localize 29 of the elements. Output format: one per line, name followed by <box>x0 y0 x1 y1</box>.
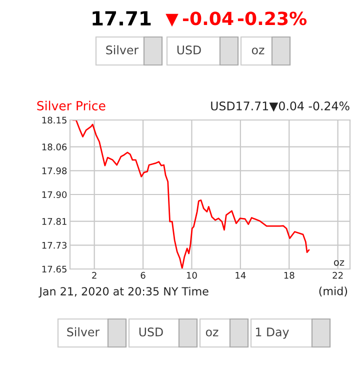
text: Silver <box>67 327 100 336</box>
text: Silver <box>106 45 139 54</box>
chart-title: Silver Price <box>37 100 106 110</box>
annotation: oz <box>334 260 344 266</box>
text: USD <box>177 45 201 54</box>
text: -0.04 <box>182 12 234 26</box>
text: -0.23% <box>238 12 307 26</box>
x-tick-label: 6 <box>140 272 146 279</box>
x-axis-title: Jan 21, 2020 at 20:35 NY Time <box>38 286 208 298</box>
y-tick-label: 17.65 <box>42 266 66 273</box>
x-tick-label: 18 <box>284 272 294 279</box>
y-tick-label: 18.15 <box>42 116 66 124</box>
text: (mid) <box>319 286 348 297</box>
text: 17.71 <box>92 11 151 26</box>
y-tick-label: 17.81 <box>42 218 66 225</box>
y-tick-label: 17.73 <box>42 242 66 249</box>
y-tick-label: 17.98 <box>42 167 67 174</box>
text: oz <box>206 330 218 336</box>
text: oz <box>252 48 264 54</box>
x-tick-label: 2 <box>92 272 96 279</box>
x-tick-label: 22 <box>332 272 343 279</box>
text: 1 Day <box>256 328 289 339</box>
x-tick-label: 14 <box>236 272 246 279</box>
text: USD <box>139 327 163 336</box>
text: ▼ <box>166 14 178 27</box>
y-tick-label: 17.90 <box>42 191 67 198</box>
x-tick-label: 10 <box>186 272 197 279</box>
chart-subtitle: USD17.71▼0.04 -0.24% <box>211 101 350 112</box>
y-tick-label: 18.06 <box>42 144 67 150</box>
